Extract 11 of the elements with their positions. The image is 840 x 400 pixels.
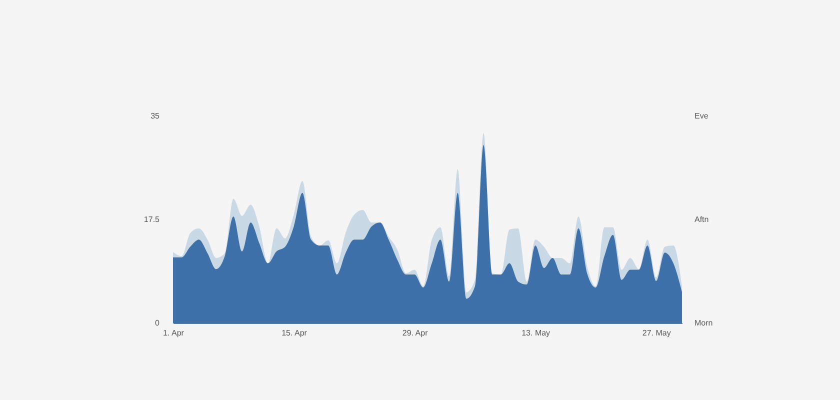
x-tick-label: 27. May (642, 328, 671, 338)
category-label: Aftn (694, 215, 709, 224)
category-label: Morn (694, 318, 713, 328)
y-tick-label: 17.5 (144, 215, 160, 224)
y-tick-label: 0 (155, 318, 160, 328)
x-tick-label: 13. May (522, 328, 550, 338)
category-label: Eve (694, 112, 708, 120)
x-tick-label: 1. Apr (163, 328, 184, 338)
x-tick-label: 15. Apr (282, 328, 308, 338)
y-tick-label: 35 (150, 112, 160, 120)
x-tick-label: 29. Apr (402, 328, 428, 338)
